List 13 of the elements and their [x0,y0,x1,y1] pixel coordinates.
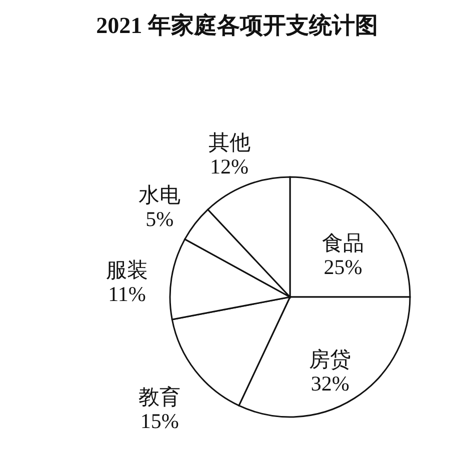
slice-label: 水电 [138,182,181,207]
data-label: 5% [146,206,174,231]
slice-label: 食品 [322,230,364,255]
data-label: 15% [140,409,179,434]
slice-label: 教育 [138,385,181,410]
chart-title: 2021 年家庭各项开支统计图 [96,12,378,38]
slice-label: 其他 [208,130,250,155]
data-label: 32% [310,371,350,396]
data-label: 25% [324,254,362,279]
data-label: 12% [210,154,249,179]
slice-label: 服装 [106,258,148,282]
slice-label: 房贷 [309,347,352,372]
data-label: 11% [108,282,146,306]
